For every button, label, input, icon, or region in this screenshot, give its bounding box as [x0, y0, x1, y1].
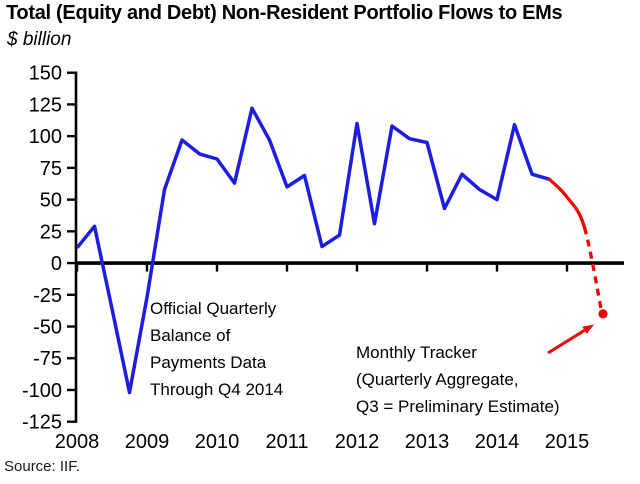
tracker-arrow-shaft [547, 329, 586, 355]
y-tick-label: -125 [22, 412, 62, 434]
source-note: Source: IIF. [4, 458, 80, 475]
y-tick-label: -50 [33, 317, 62, 339]
y-tick-label: 125 [29, 94, 62, 116]
chart-unit-label: $ billion [7, 29, 72, 50]
tracker-line-solid [547, 177, 587, 230]
y-tick-label: 150 [29, 63, 62, 85]
y-tick-label: -75 [33, 348, 62, 370]
x-tick-label: 2011 [265, 431, 308, 453]
tracker-arrow-head [582, 324, 594, 334]
x-tick-label: 2012 [335, 431, 380, 453]
tracker-line-dashed [582, 227, 604, 315]
y-tick-label: -100 [22, 380, 62, 402]
x-tick-label: 2013 [405, 431, 450, 453]
x-tick-label: 2014 [475, 431, 520, 453]
y-tick-label: 75 [40, 158, 62, 180]
tracker-endpoint-dot [598, 309, 608, 319]
x-tick-label: 2010 [195, 431, 240, 453]
annotation-monthly-tracker: Monthly Tracker (Quarterly Aggregate, Q3… [356, 343, 560, 416]
y-tick-label: 50 [40, 190, 62, 212]
chart-title: Total (Equity and Debt) Non-Resident Por… [6, 2, 563, 24]
x-tick-label: 2009 [125, 431, 170, 453]
official-flows-line [75, 106, 550, 395]
x-tick-label: 2015 [545, 431, 590, 453]
x-tick-label: 2008 [55, 431, 100, 453]
y-tick-label: 100 [29, 126, 62, 148]
y-tick-label: 0 [51, 253, 62, 275]
annotation-official-quarterly: Official Quarterly Balance of Payments D… [150, 299, 284, 399]
y-tick-label: -25 [33, 285, 62, 307]
y-tick-label: 25 [40, 221, 62, 243]
